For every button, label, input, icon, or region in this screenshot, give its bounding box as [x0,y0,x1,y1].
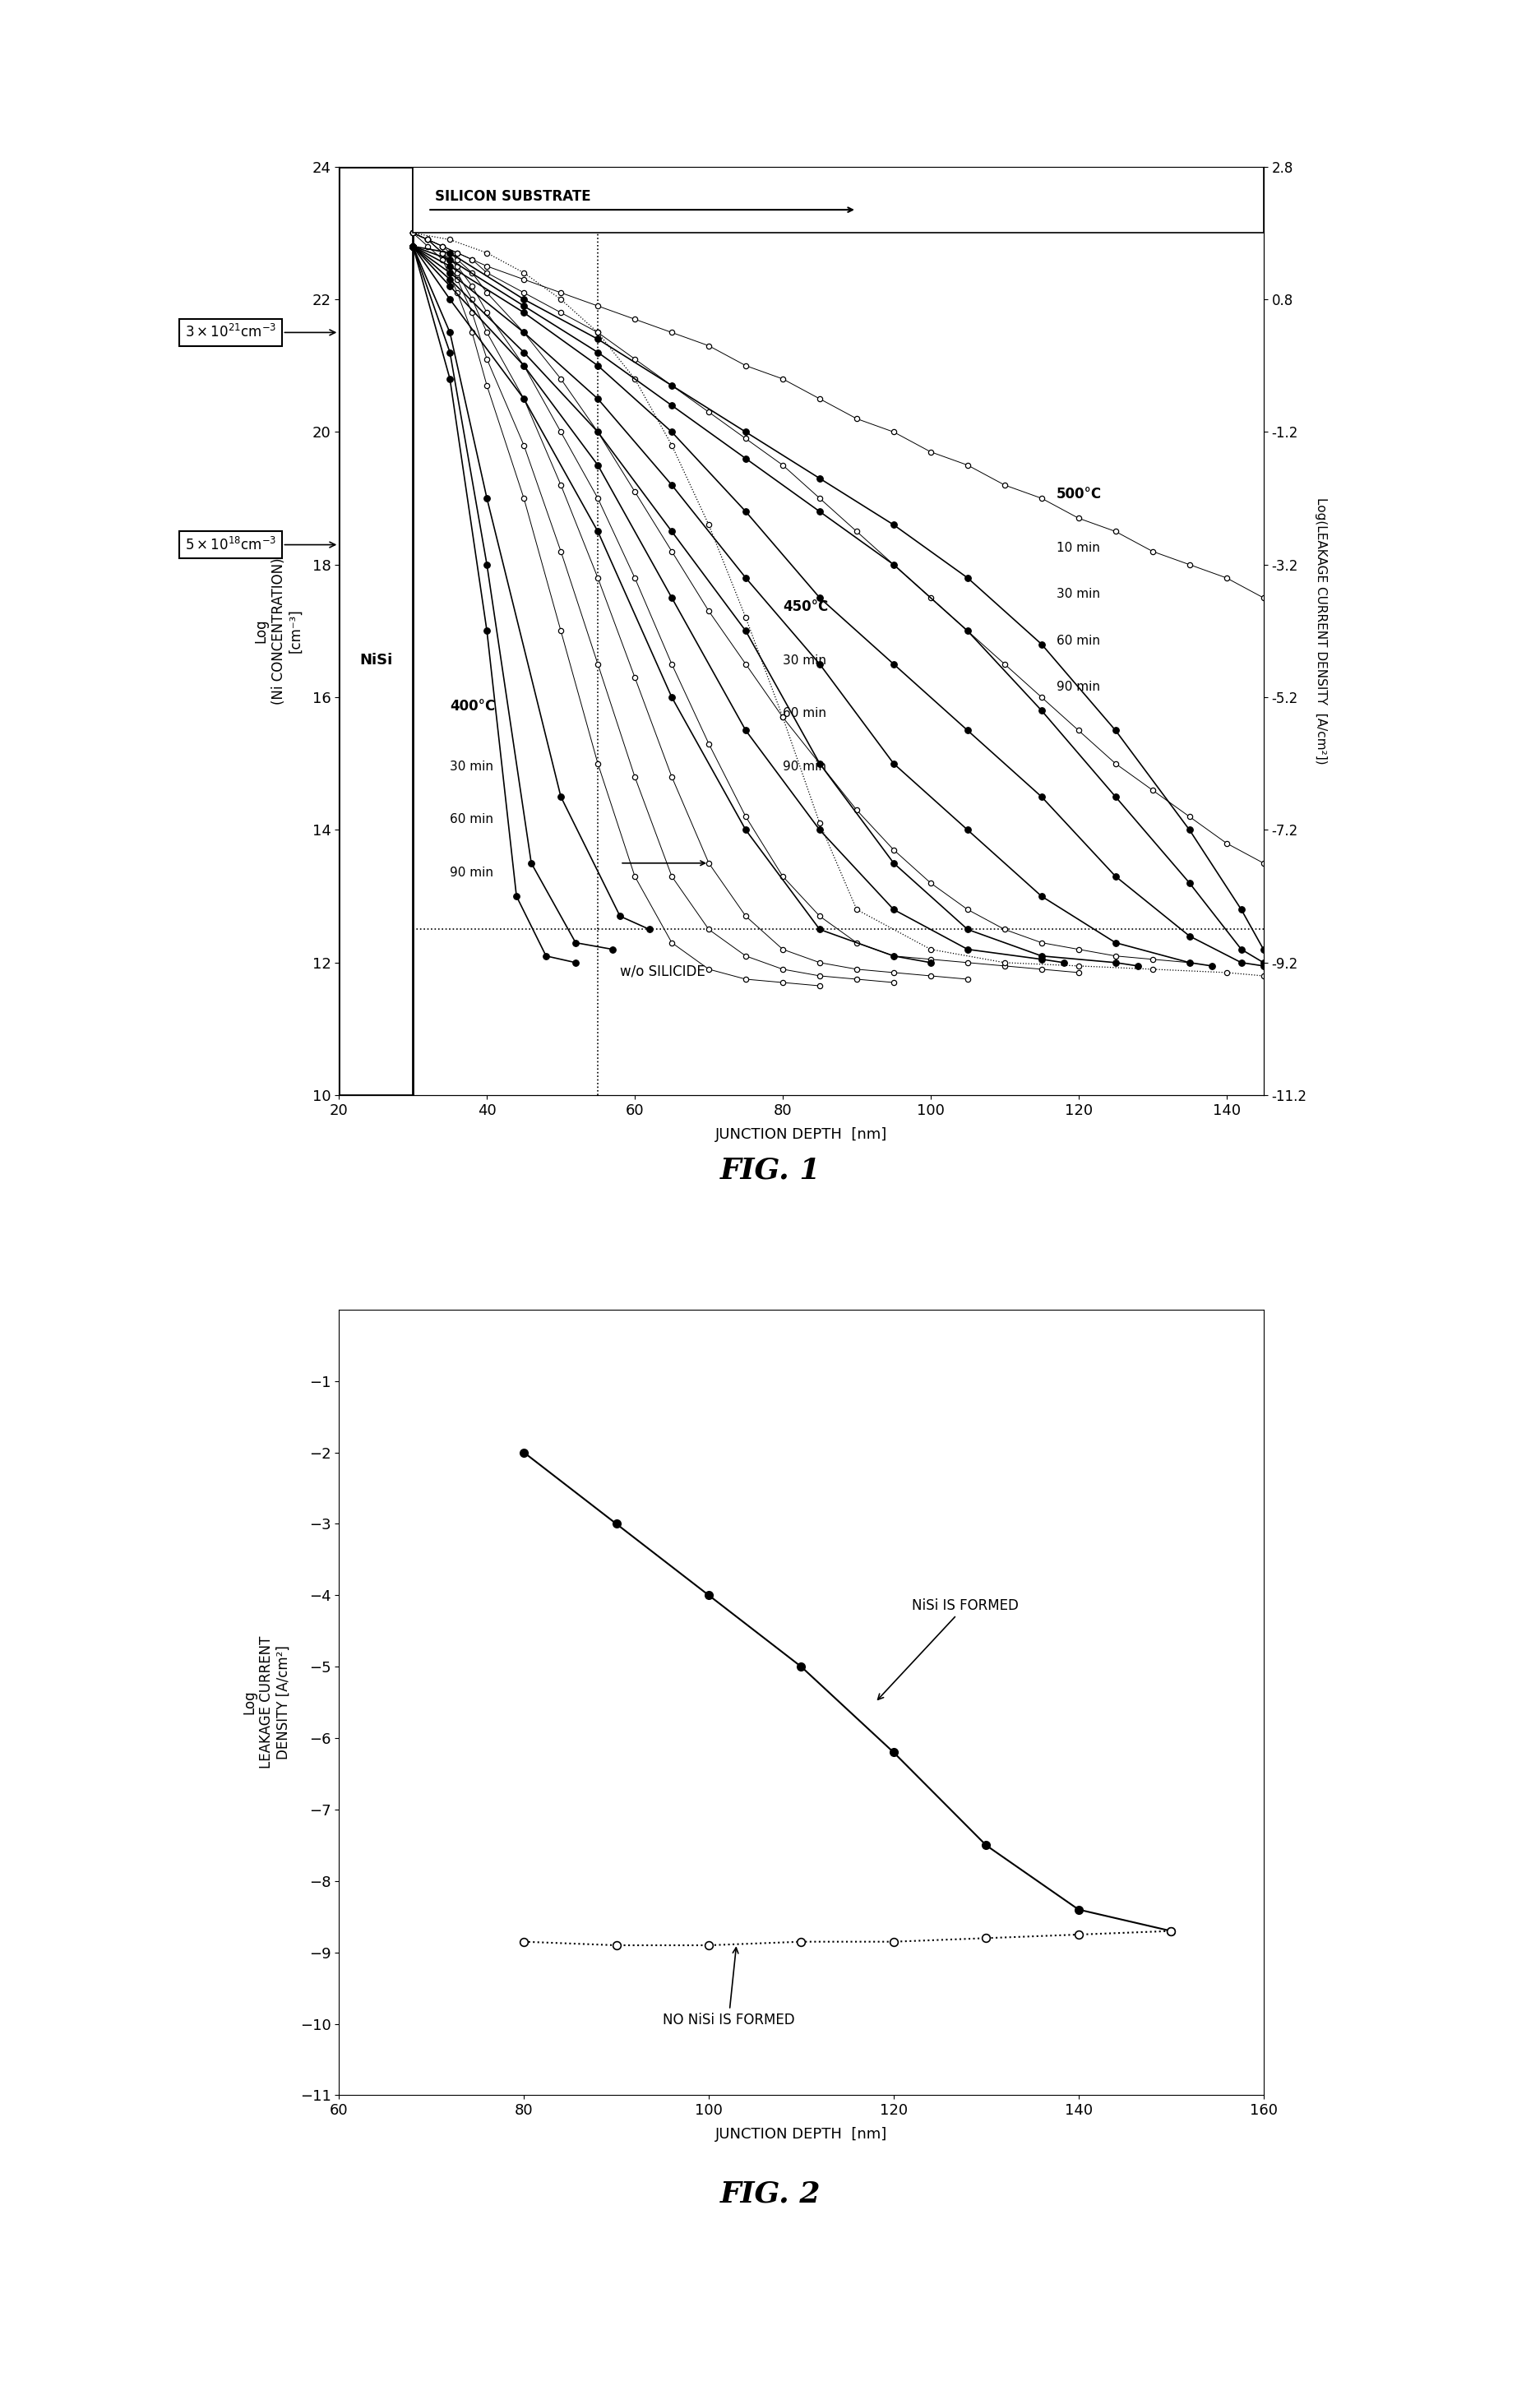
Text: 30 min: 30 min [450,760,493,774]
Text: 60 min: 60 min [782,707,825,719]
Text: SILICON SUBSTRATE: SILICON SUBSTRATE [434,188,591,205]
Text: $3\times10^{21}$cm$^{-3}$: $3\times10^{21}$cm$^{-3}$ [185,324,336,340]
Text: NO NiSi IS FORMED: NO NiSi IS FORMED [662,1948,795,2026]
Text: FIG. 2: FIG. 2 [719,2181,821,2207]
Text: 90 min: 90 min [782,760,825,774]
Text: 30 min: 30 min [782,655,825,667]
Text: 30 min: 30 min [1056,588,1100,600]
Text: 10 min: 10 min [1056,540,1100,555]
Text: $5\times10^{18}$cm$^{-3}$: $5\times10^{18}$cm$^{-3}$ [185,536,336,552]
Y-axis label: Log(LEAKAGE CURRENT DENSITY  [A/cm²]): Log(LEAKAGE CURRENT DENSITY [A/cm²]) [1314,498,1326,764]
X-axis label: JUNCTION DEPTH  [nm]: JUNCTION DEPTH [nm] [715,2126,887,2143]
Y-axis label: Log
(Ni CONCENTRATION)
[cm⁻³]: Log (Ni CONCENTRATION) [cm⁻³] [254,557,303,705]
Bar [413,167,1263,233]
Text: 60 min: 60 min [450,814,493,826]
Bar [339,167,413,1095]
Text: FIG. 1: FIG. 1 [719,1157,821,1183]
Text: NiSi: NiSi [359,652,393,667]
Y-axis label: Log
LEAKAGE CURRENT
DENSITY [A/cm²]: Log LEAKAGE CURRENT DENSITY [A/cm²] [242,1636,291,1769]
Text: 400°C: 400°C [450,700,494,714]
Text: 90 min: 90 min [450,867,493,879]
Text: 90 min: 90 min [1056,681,1100,693]
Text: 500°C: 500°C [1056,486,1101,502]
Text: 450°C: 450°C [782,600,827,614]
X-axis label: JUNCTION DEPTH  [nm]: JUNCTION DEPTH [nm] [715,1126,887,1143]
Text: 60 min: 60 min [1056,633,1100,648]
Text: NiSi IS FORMED: NiSi IS FORMED [878,1598,1018,1700]
Text: w/o SILICIDE: w/o SILICIDE [619,964,705,979]
